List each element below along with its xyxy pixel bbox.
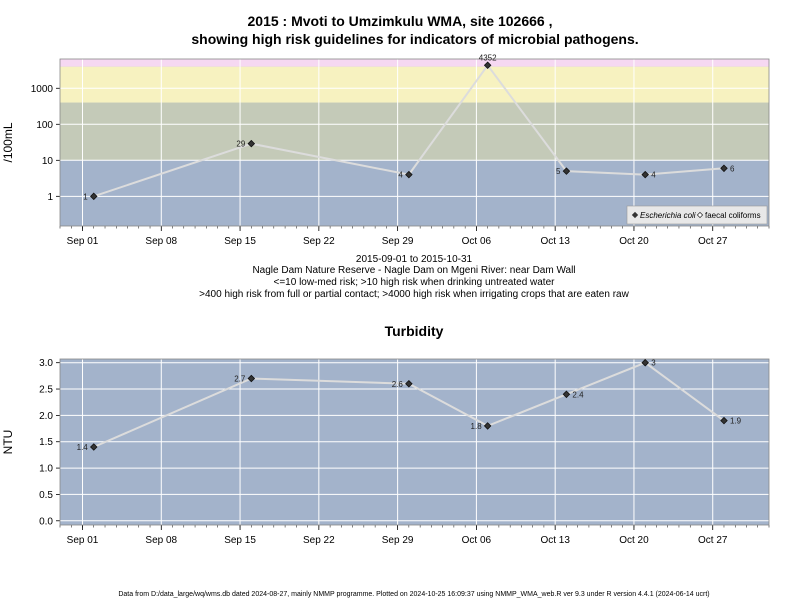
legend-label-1: faecal coliforms [705,211,761,220]
data-point-1 [247,374,256,383]
data-point-2 [405,170,413,179]
data-label-0: 1.4 [77,443,89,452]
risk-band-1 [60,102,769,161]
data-point-2 [405,380,413,388]
y-axis-label: NTU [1,430,15,455]
caption-line-4: >400 high risk from full or partial cont… [199,289,629,300]
ecoli-panel: 1 10 100 1000 Sep 01 Sep 08 Sep 15 Sep 22 Sep 29… [1,53,770,247]
y-tick-label-2: 1.0 [39,464,53,475]
x-tick-label-4: Sep 29 [382,236,414,247]
x-tick-label-6: Oct 13 [540,236,570,247]
risk-band-2 [60,66,769,103]
x-tick-label-2: Sep 15 [224,535,256,546]
data-point-4 [562,390,571,399]
data-point-0 [89,192,98,201]
y-tick-label-1: 10 [42,156,54,167]
x-tick-label-1: Sep 08 [145,236,177,247]
y-tick-label-0: 1 [47,192,53,203]
x-tick-label-1: Sep 08 [145,535,177,546]
x-tick-label-2: Sep 15 [224,236,256,247]
y-tick-label-5: 2.5 [39,385,53,396]
x-tick-label-7: Oct 20 [619,236,649,247]
data-point-3 [483,422,492,430]
data-point-4 [562,167,571,175]
data-point-3 [483,61,492,70]
data-label-4: 2.4 [572,390,584,399]
y-tick-label-3: 1000 [31,84,54,95]
risk-band-3 [60,59,769,67]
y-tick-label-0: 0.0 [39,516,53,527]
data-label-2: 2.6 [392,380,404,389]
caption-line-1: 2015-09-01 to 2015-10-31 [356,254,473,265]
legend-label-0: Escherichia coli [640,211,696,220]
data-label-5: 3 [651,359,656,368]
data-point-5 [641,170,649,179]
data-label-6: 6 [730,164,735,173]
x-tick-label-3: Sep 22 [303,535,335,546]
data-label-0: 1 [83,192,88,201]
data-label-6: 1.9 [730,417,742,426]
y-tick-label-2: 100 [36,120,53,131]
x-tick-label-5: Oct 06 [462,535,492,546]
x-tick-label-5: Oct 06 [462,236,492,247]
caption-line-2: Nagle Dam Nature Reserve - Nagle Dam on … [252,265,575,276]
plot-frame [59,358,770,526]
turbidity-title: Turbidity [385,323,444,339]
data-point-5 [641,358,649,367]
x-tick-label-0: Sep 01 [67,236,99,247]
data-label-5: 4 [651,171,656,180]
data-label-3: 1.8 [471,422,483,431]
y-tick-label-3: 1.5 [39,437,53,448]
legend-marker-1 [696,211,704,219]
plot-frame [59,58,770,227]
caption-line-3: <=10 low-med risk; >10 high risk when dr… [274,277,556,288]
y-tick-label-6: 3.0 [39,358,53,369]
data-label-1: 29 [236,140,245,149]
chart-title-line2: showing high risk guidelines for indicat… [191,31,638,47]
x-tick-label-8: Oct 27 [698,535,728,546]
data-label-3: 4352 [479,53,497,62]
y-tick-label-4: 2.0 [39,411,53,422]
x-tick-label-7: Oct 20 [619,535,649,546]
y-axis-label: /100mL [1,122,15,162]
x-tick-label-0: Sep 01 [67,535,99,546]
data-point-0 [89,443,98,451]
chart-title-line1: 2015 : Mvoti to Umzimkulu WMA, site 1026… [248,13,553,29]
footer-note: Data from D:/data_large/wq/wms.db dated … [118,591,709,598]
data-point-6 [720,164,728,173]
data-point-6 [720,416,728,425]
x-tick-label-3: Sep 22 [303,236,335,247]
x-tick-label-6: Oct 13 [540,535,570,546]
x-tick-label-8: Oct 27 [698,236,728,247]
turbidity-panel: 0.0 0.5 1.0 1.5 2.0 2.5 3.0 Sep 01 Sep 08 Sep 15 S… [1,358,770,546]
data-label-2: 4 [398,171,403,180]
y-tick-label-1: 0.5 [39,490,53,501]
x-tick-label-4: Sep 29 [382,535,414,546]
data-point-1 [247,139,256,148]
legend-marker-0 [631,211,639,219]
data-label-1: 2.7 [234,374,246,383]
data-label-4: 5 [556,167,561,176]
